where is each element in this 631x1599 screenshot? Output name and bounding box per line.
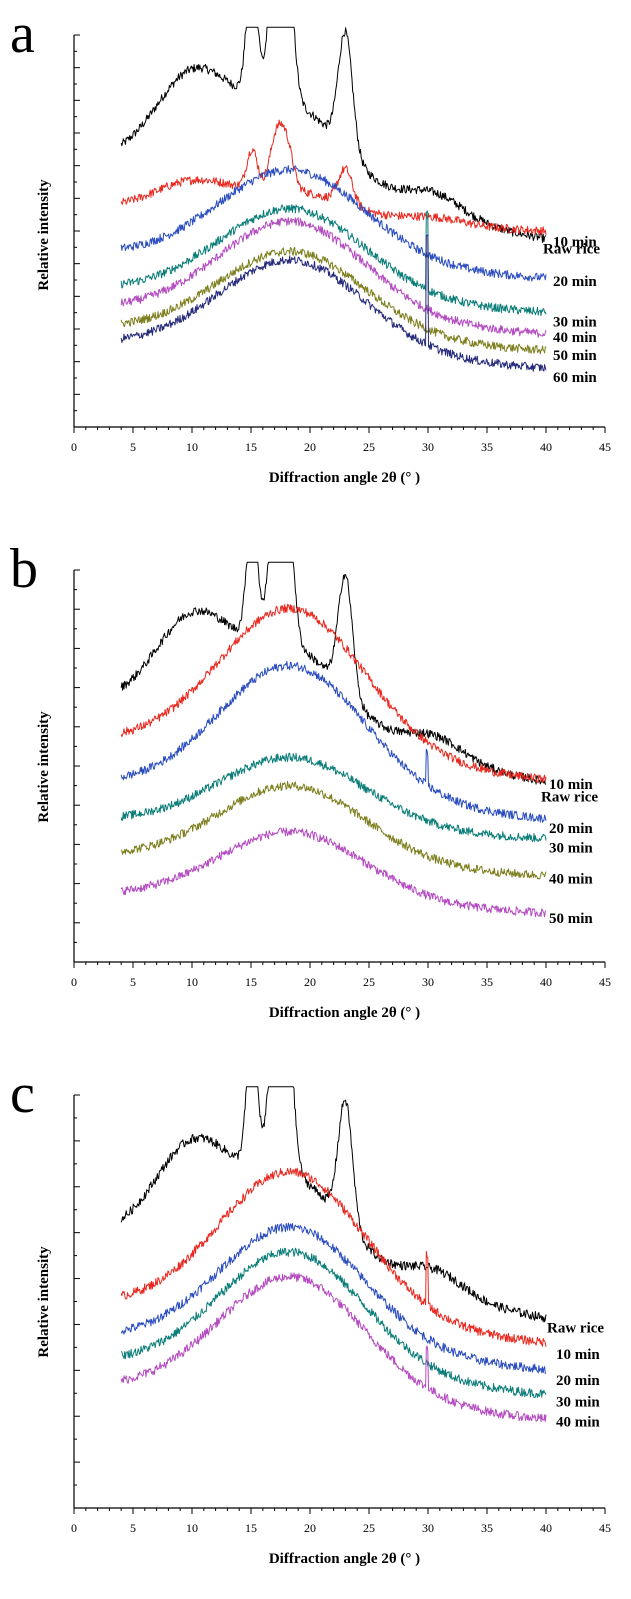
panel-a-series-line <box>120 234 547 372</box>
panel-b-x-tick-label: 5 <box>130 975 136 989</box>
panel-a-series-line <box>120 26 547 243</box>
panel-a-series-line <box>120 165 547 282</box>
panel-a-series-label: 30 min <box>553 314 597 330</box>
panel-a-x-tick-label: 15 <box>245 440 257 454</box>
panel-b-x-tick-label: 15 <box>245 975 257 989</box>
panel-c-series-line <box>120 1167 547 1347</box>
panel-c-series-label: 10 min <box>556 1347 600 1363</box>
xrd-chart-b: b 0 5 10 15 20 25 30 35 40 45 Diffraction angle 2θ … <box>10 538 611 1021</box>
panel-b-series-label: 10 min <box>549 777 593 793</box>
panel-a-series-line <box>120 217 547 338</box>
panel-c-series-label: Raw rice <box>547 1321 604 1337</box>
panel-c-series-label: 40 min <box>556 1415 600 1431</box>
panel-c-series-label: 20 min <box>556 1373 600 1389</box>
panel-a-x-tick-label: 10 <box>186 440 198 454</box>
panel-a-series-label: 10 min <box>553 235 597 251</box>
panel-b-x-tick-label: 45 <box>599 975 611 989</box>
panel-a-series-line <box>120 119 547 236</box>
panel-c-series-line <box>120 1222 547 1374</box>
panel-a-series-label: 40 min <box>553 330 597 346</box>
panel-a-series-label: 20 min <box>553 274 597 290</box>
panel-b-x-tick-label: 0 <box>71 975 77 989</box>
panel-c-x-tick-label: 15 <box>245 1521 257 1535</box>
panel-b-series-line <box>120 603 547 784</box>
panel-b-x-tick-label: 35 <box>481 975 493 989</box>
panel-b-x-axis-title: Diffraction angle 2θ (° ) <box>269 1005 420 1021</box>
panel-a-series-line <box>120 246 547 355</box>
panel-a-x-tick-label: 5 <box>130 440 136 454</box>
panel-a-series-label: 50 min <box>553 348 597 364</box>
panel-a-x-tick-label: 35 <box>481 440 493 454</box>
panel-c-x-tick-label: 10 <box>186 1521 198 1535</box>
panel-c-x-tick-label: 30 <box>422 1521 434 1535</box>
panel-b-letter: b <box>10 538 38 600</box>
panel-a-x-tick-label: 30 <box>422 440 434 454</box>
panel-b-y-axis-title: Relative intensity <box>36 711 52 823</box>
panel-c-series-line <box>121 1247 547 1398</box>
panel-c-letter: c <box>10 1063 35 1125</box>
panel-b-x-tick-label: 10 <box>186 975 198 989</box>
panel-c-x-tick-label: 45 <box>599 1521 611 1535</box>
panel-a-series-line <box>120 204 547 316</box>
panel-b-series-label: Raw rice <box>541 790 598 806</box>
panel-c-x-tick-label: 25 <box>363 1521 375 1535</box>
panel-a-x-axis-title: Diffraction angle 2θ (° ) <box>269 470 420 486</box>
panel-a-x-tick-label: 45 <box>599 440 611 454</box>
panel-a-x-tick-label: 0 <box>71 440 77 454</box>
panel-c-y-axis-title: Relative intensity <box>36 1246 52 1358</box>
panel-c-series-line <box>120 1272 547 1423</box>
panel-b-x-tick-label: 40 <box>540 975 552 989</box>
panel-b-x-tick-label: 25 <box>363 975 375 989</box>
panel-b-x-tick-label: 30 <box>422 975 434 989</box>
panel-b-x-tick-label: 20 <box>304 975 316 989</box>
panel-c-series-label: 30 min <box>556 1395 600 1411</box>
panel-a: a 0 5 10 15 20 25 30 35 40 45 Diffraction angle 2θ … <box>0 0 631 500</box>
panel-a-x-tick-label: 25 <box>363 440 375 454</box>
panel-a-y-axis-title: Relative intensity <box>36 179 52 291</box>
panel-a-x-tick-label: 20 <box>304 440 316 454</box>
panel-c-x-tick-label: 0 <box>71 1521 77 1535</box>
panel-c-series-line <box>120 1086 547 1323</box>
panel-c-x-tick-label: 40 <box>540 1521 552 1535</box>
panel-a-letter: a <box>10 3 35 65</box>
panel-c: c 0 5 10 15 20 25 30 35 40 45 Diffraction angle 2θ … <box>0 1060 631 1599</box>
panel-b-series-label: 40 min <box>549 872 593 888</box>
panel-c-x-axis-title: Diffraction angle 2θ (° ) <box>269 1551 420 1567</box>
panel-c-x-tick-label: 35 <box>481 1521 493 1535</box>
xrd-chart-a: a 0 5 10 15 20 25 30 35 40 45 Diffraction angle 2θ … <box>10 3 611 486</box>
panel-a-series-label: Raw rice <box>543 242 600 258</box>
panel-b-series-line <box>120 827 547 918</box>
panel-a-x-tick-label: 40 <box>540 440 552 454</box>
panel-c-x-tick-label: 20 <box>304 1521 316 1535</box>
panel-b-series-line <box>120 660 547 823</box>
xrd-chart-c: c 0 5 10 15 20 25 30 35 40 45 Diffraction angle 2θ … <box>10 1063 611 1567</box>
panel-b-series-label: 30 min <box>549 841 593 857</box>
panel-b-series-label: 20 min <box>549 821 593 837</box>
panel-b: b 0 5 10 15 20 25 30 35 40 45 Diffraction angle 2θ … <box>0 535 631 1025</box>
panel-b-series-label: 50 min <box>549 911 593 927</box>
panel-c-x-tick-label: 5 <box>130 1521 136 1535</box>
panel-b-series-line <box>120 561 547 785</box>
panel-b-series-line <box>120 780 547 880</box>
panel-a-series-label: 60 min <box>553 370 597 386</box>
panel-b-series-line <box>120 752 547 843</box>
